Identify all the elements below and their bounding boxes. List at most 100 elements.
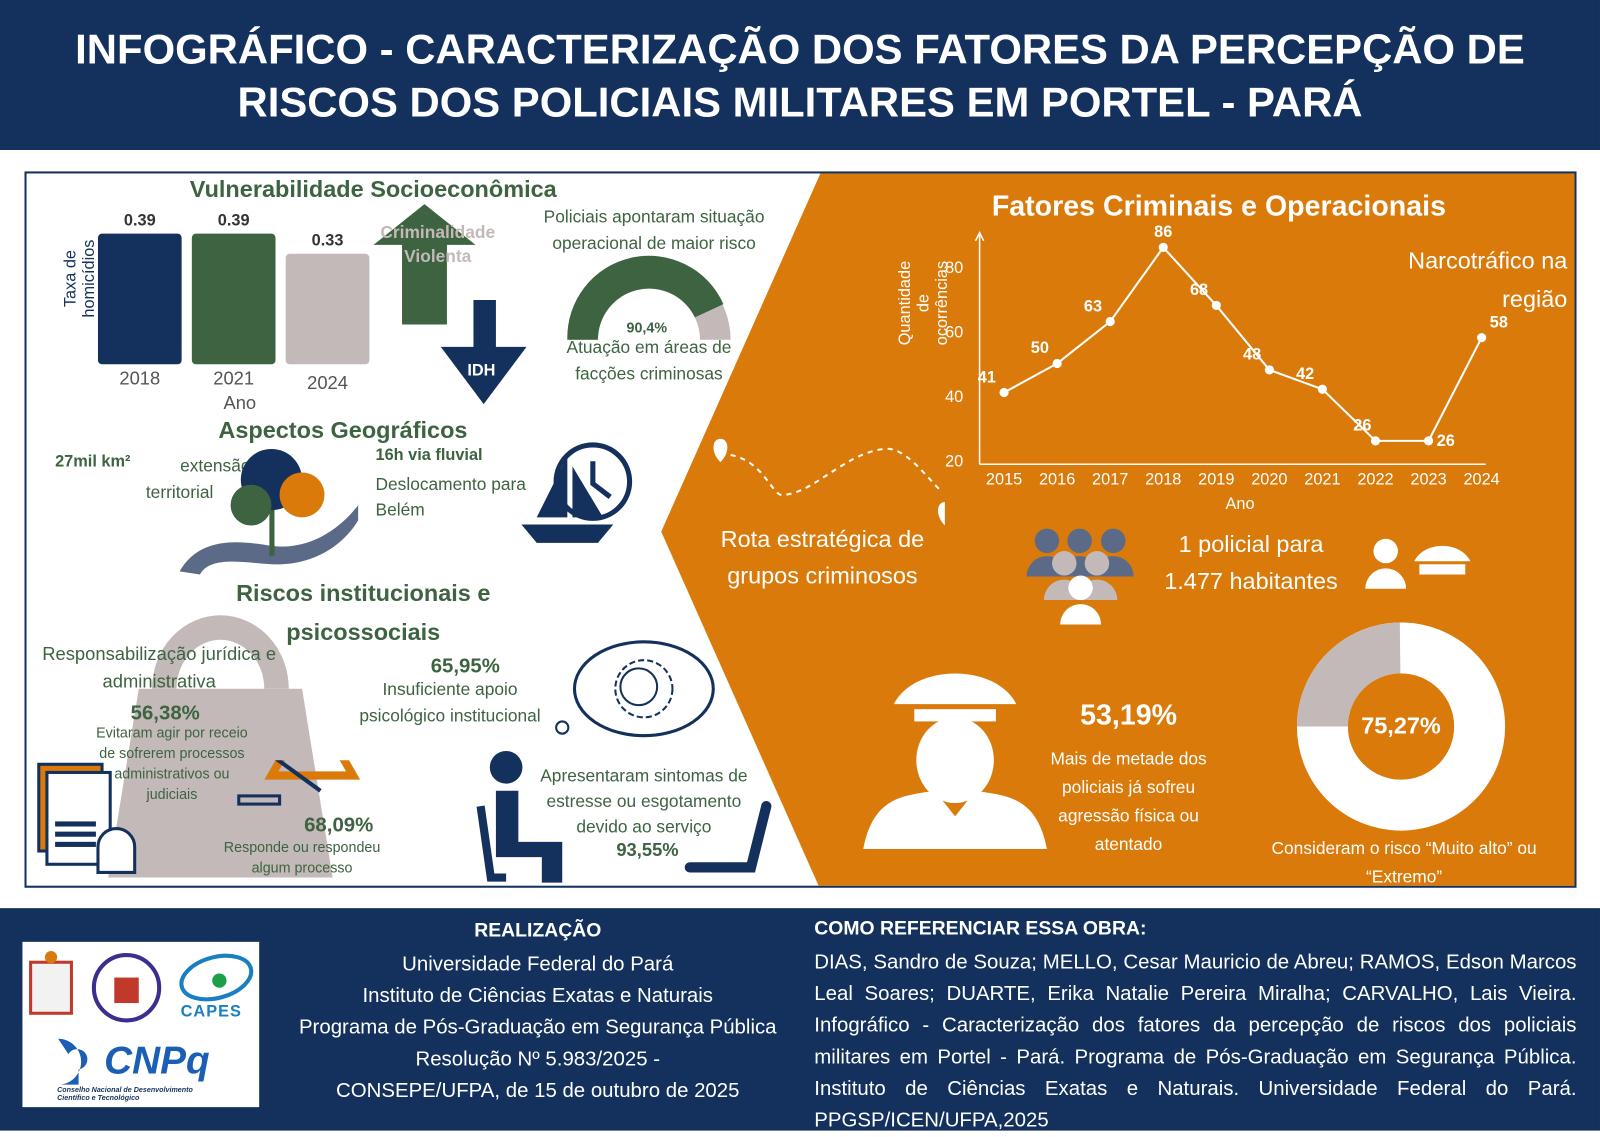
area-value: 27mil km² (55, 453, 131, 471)
thought-bubble-icon (555, 640, 715, 738)
realizacao-line: Resolução Nº 5.983/2025 - (415, 1047, 661, 1071)
footer: CAPES CNPq Conselho Nacional de Desenvol… (0, 908, 1600, 1132)
data-label: 26 (1353, 417, 1371, 435)
x-tick-label: 2016 (1039, 471, 1075, 489)
x-tick-label: 2021 (1304, 471, 1340, 489)
data-point (1211, 300, 1221, 311)
weight-icon (108, 615, 333, 878)
page-title: INFOGRÁFICO - CARACTERIZAÇÃO DOS FATORES… (0, 0, 1600, 150)
tree-road-icon (179, 448, 359, 575)
x-tick-label: 2024 (1463, 471, 1499, 489)
police-icon (1365, 538, 1471, 589)
x-tick-label: 2018 (1145, 471, 1181, 489)
agressao-value: 53,19% (1080, 698, 1178, 731)
bar-xlabel: Ano (223, 392, 257, 414)
line-ylabel: Quantidade de ocorrências (896, 260, 952, 346)
risk-donut-chart (1296, 622, 1506, 831)
data-point (1052, 358, 1062, 369)
gauge-chart (567, 255, 731, 340)
crim-heading: Fatores Criminais e Operacionais (991, 189, 1446, 222)
narco-label: Narcotráfico na região (1408, 246, 1568, 313)
seated-person-icon (476, 751, 772, 883)
infographic-panel: Vulnerabilidade Socioeconômica 0.39 2018 0… (24, 171, 1577, 888)
reference-heading: COMO REFERENCIAR ESSA OBRA: (814, 918, 1147, 940)
bar-value-label: 0.33 (312, 232, 344, 250)
data-label: 58 (1490, 313, 1508, 331)
y-tick-label: 40 (945, 388, 963, 406)
bar-2018 (97, 233, 182, 365)
boat-clock-icon (521, 442, 633, 543)
area-label: extensão territorial (145, 456, 251, 503)
stat-68-label: Responde ou respondeu algum processo (223, 838, 381, 876)
data-point (1105, 316, 1115, 327)
data-label: 50 (1031, 339, 1049, 357)
data-point (1477, 333, 1487, 343)
ratio-label: 1 policial para 1.477 habitantes (1164, 530, 1338, 594)
logos-panel: CAPES CNPq Conselho Nacional de Desenvol… (22, 941, 260, 1108)
homicide-bar-chart: 0.39 2018 0.39 2021 0.33 2024 (97, 212, 370, 393)
x-tick-label: 2023 (1410, 471, 1446, 489)
stat-65-label: Insuficiente apoio psicológico instituci… (359, 679, 541, 726)
y-tick-label: 60 (945, 323, 963, 341)
realizacao-lines: Universidade Federal do Pará Instituto d… (267, 949, 808, 1107)
gauge-value: 90,4% (626, 319, 668, 336)
cnpq-logo-text: CNPq (104, 1039, 210, 1083)
donut-gray-segment (1296, 622, 1506, 831)
officer-icon (863, 673, 1047, 849)
cnpq-subtitle: Conselho Nacional de Desenvolvimento Cie… (57, 1086, 193, 1103)
data-label: 68 (1190, 281, 1208, 299)
bar-2024 (285, 253, 370, 365)
data-point (1370, 436, 1381, 446)
rota-label: Rota estratégica de grupos criminosos (720, 525, 925, 589)
data-point (1423, 436, 1434, 446)
line-xlabel: Ano (1225, 495, 1255, 514)
resp-label: Responsabilização jurídica e administrat… (42, 643, 277, 692)
crowd-icon (1026, 528, 1134, 625)
data-label: 26 (1437, 432, 1455, 450)
y-tick-label: 80 (945, 259, 963, 277)
bar-2021 (191, 233, 276, 365)
agressao-label: Mais de metade dos policiais já sofreu a… (1050, 748, 1207, 855)
riscos-heading: Riscos institucionais e psicossociais (236, 579, 491, 645)
geo-heading: Aspectos Geográficos (218, 416, 468, 443)
gauge-caption: Atuação em áreas de facções criminosas (566, 337, 732, 384)
series-line (1003, 245, 1483, 442)
fluvial-value: 16h via fluvial (375, 446, 483, 465)
y-tick-label: 20 (945, 452, 963, 470)
capes-logo-text: CAPES (180, 1003, 242, 1021)
realizacao-line: Programa de Pós-Graduação em Segurança P… (298, 1016, 777, 1039)
data-point (1264, 365, 1274, 375)
x-tick-label: 2020 (1251, 471, 1287, 489)
data-label: 63 (1084, 297, 1102, 315)
bar-value-label: 0.39 (124, 212, 156, 230)
bar-category-label: 2024 (307, 372, 348, 393)
fluvial-label: Deslocamento para Belém (375, 474, 526, 520)
document-gavel-warning-icons (37, 760, 361, 874)
criminalidade-label: Criminalidade Violenta (380, 222, 496, 267)
x-tick-label: 2019 (1198, 471, 1234, 489)
occurrences-line-chart: 20 40 60 80 2015 2016 2017 2018 2019 2020 2021 2022… (945, 223, 1508, 489)
stat-93-value: 93,55% (616, 839, 679, 861)
data-point (1317, 384, 1328, 394)
bar-value-label: 0.39 (218, 212, 250, 230)
stat-65-value: 65,95% (430, 655, 500, 678)
risco-label: Consideram o risco “Muito alto” ou “Extr… (1271, 838, 1537, 887)
bar-category-label: 2021 (213, 368, 254, 389)
socio-heading: Vulnerabilidade Socioeconômica (189, 175, 557, 203)
data-label: 48 (1243, 346, 1261, 364)
stat-68-value: 68,09% (304, 814, 374, 837)
data-label: 42 (1296, 365, 1314, 383)
bar-category-label: 2018 (119, 368, 160, 389)
university-logos (29, 951, 254, 1085)
risco-value: 75,27% (1361, 712, 1441, 739)
situacao-text: Policiais apontaram situação operacional… (543, 207, 765, 254)
route-icon (713, 438, 945, 526)
stat-56-value: 56,38% (130, 702, 200, 725)
realizacao-line: CONSEPE/UFPA, de 15 de outubro de 2025 (335, 1079, 740, 1103)
data-label: 41 (978, 368, 996, 386)
data-point (1158, 242, 1168, 252)
arrows-icon (373, 204, 527, 405)
stat-56-label: Evitaram agir por receio de sofrerem pro… (96, 724, 248, 803)
data-label: 86 (1154, 223, 1172, 241)
stat-93-label: Apresentaram sintomas de estresse ou esg… (540, 766, 748, 837)
